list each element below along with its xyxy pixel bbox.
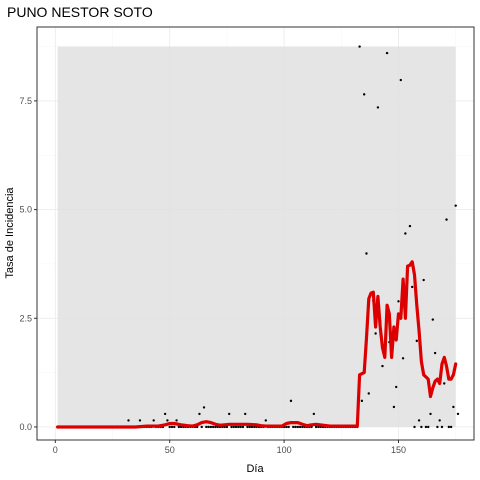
data-point — [422, 278, 425, 282]
data-point — [225, 425, 229, 429]
data-point — [214, 425, 217, 429]
data-point — [296, 425, 300, 429]
data-point — [365, 252, 368, 255]
data-point — [417, 419, 421, 422]
data-point — [374, 332, 377, 335]
data-point — [413, 425, 416, 429]
data-point — [362, 93, 366, 96]
data-point — [411, 285, 414, 289]
y-tick-label: 5.0 — [19, 205, 32, 215]
data-point — [447, 425, 451, 429]
data-point — [250, 425, 254, 429]
data-point — [292, 425, 295, 429]
data-point — [401, 357, 405, 360]
x-tick-label: 0 — [53, 445, 58, 455]
series-line — [56, 260, 458, 429]
data-point — [397, 300, 400, 303]
data-point — [163, 412, 167, 416]
data-point — [429, 412, 432, 416]
data-point — [440, 425, 444, 429]
data-point — [408, 224, 412, 228]
data-point — [248, 425, 251, 429]
x-tick-label: 150 — [391, 445, 406, 455]
y-axis-ticks: 0.0 2.5 5.0 7.5 — [19, 96, 37, 432]
data-point — [244, 412, 247, 416]
data-point — [152, 419, 155, 422]
data-point — [367, 392, 370, 395]
data-point — [230, 425, 233, 429]
data-point — [232, 425, 235, 429]
data-point — [452, 405, 455, 409]
data-point — [166, 419, 169, 422]
data-point — [381, 364, 384, 368]
data-point — [127, 419, 130, 422]
data-point — [431, 318, 435, 321]
data-point — [385, 51, 389, 55]
panel-border — [36, 26, 475, 441]
data-point — [198, 412, 201, 416]
data-point — [445, 218, 448, 221]
data-point — [227, 412, 231, 416]
x-axis-title: Día — [246, 463, 264, 475]
data-point — [436, 425, 439, 429]
data-point — [173, 425, 176, 429]
x-axis-ticks: 0 50 100 150 — [53, 440, 406, 455]
data-point — [138, 419, 142, 422]
data-point — [241, 425, 245, 429]
data-point — [234, 425, 238, 429]
data-point — [202, 406, 206, 409]
data-point — [294, 425, 297, 429]
data-point — [312, 412, 316, 416]
data-point — [404, 232, 407, 235]
data-point — [427, 425, 430, 429]
data-point — [239, 425, 242, 429]
data-point — [237, 425, 240, 429]
data-point — [209, 425, 213, 429]
data-point — [399, 78, 402, 82]
data-point — [415, 339, 419, 343]
y-tick-label: 0.0 — [19, 422, 32, 432]
data-point — [376, 106, 380, 109]
data-point — [314, 425, 318, 429]
data-point — [443, 382, 446, 385]
data-point — [420, 425, 423, 429]
chart-title: PUNO NESTOR SOTO — [7, 4, 153, 20]
data-point — [200, 425, 203, 429]
data-point — [317, 425, 320, 429]
x-tick-label: 50 — [165, 445, 175, 455]
data-point — [175, 419, 178, 422]
data-point — [170, 425, 174, 429]
y-tick-label: 2.5 — [19, 313, 32, 323]
data-point — [253, 425, 256, 429]
data-point — [360, 399, 364, 403]
data-point — [246, 425, 249, 429]
data-point — [454, 204, 457, 207]
data-point — [392, 405, 396, 409]
data-point — [264, 419, 267, 422]
data-point — [285, 425, 288, 429]
data-point — [438, 419, 441, 422]
data-point — [395, 385, 398, 389]
data-point — [287, 425, 290, 429]
data-point — [358, 45, 361, 48]
y-axis-title: Tasa de Incidencia — [4, 187, 16, 279]
y-tick-label: 7.5 — [19, 96, 32, 106]
data-point — [298, 425, 302, 429]
data-point — [456, 412, 460, 416]
data-point — [205, 425, 208, 429]
data-point — [177, 425, 181, 429]
data-point — [211, 425, 215, 429]
data-point — [207, 425, 210, 429]
x-tick-label: 100 — [277, 445, 292, 455]
data-point — [301, 425, 304, 429]
data-point — [449, 425, 453, 429]
data-point — [168, 425, 171, 429]
shaded-band — [57, 46, 456, 427]
data-point — [424, 425, 428, 429]
data-point — [289, 399, 293, 403]
data-point — [433, 351, 437, 355]
